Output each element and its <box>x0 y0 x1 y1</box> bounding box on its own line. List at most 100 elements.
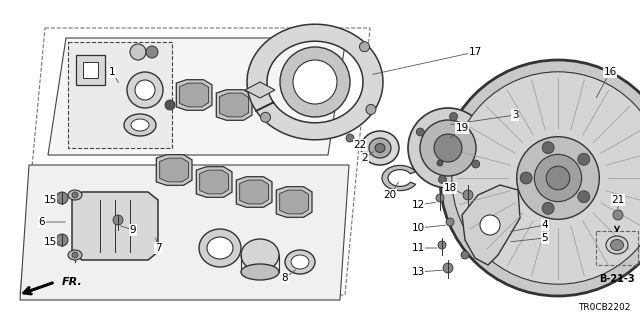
Circle shape <box>293 60 337 104</box>
Text: 7: 7 <box>155 243 161 253</box>
Ellipse shape <box>375 143 385 153</box>
Text: FR.: FR. <box>62 277 83 287</box>
Text: 19: 19 <box>456 123 468 133</box>
Circle shape <box>346 134 354 142</box>
Ellipse shape <box>68 190 82 200</box>
Polygon shape <box>72 192 158 260</box>
Text: 4: 4 <box>541 220 548 230</box>
Text: 13: 13 <box>412 267 424 277</box>
Circle shape <box>449 113 458 121</box>
Circle shape <box>280 47 350 117</box>
Circle shape <box>408 108 488 188</box>
Text: 16: 16 <box>604 67 616 77</box>
Circle shape <box>56 192 68 204</box>
Ellipse shape <box>611 239 623 251</box>
Circle shape <box>578 191 590 203</box>
Ellipse shape <box>369 138 391 158</box>
Text: B-21-3: B-21-3 <box>599 274 635 284</box>
Text: 22: 22 <box>353 140 367 150</box>
Circle shape <box>72 252 78 258</box>
Circle shape <box>446 218 454 226</box>
Text: 15: 15 <box>44 195 56 205</box>
Text: 17: 17 <box>468 47 482 57</box>
Text: 15: 15 <box>44 237 56 247</box>
Polygon shape <box>247 24 383 140</box>
Text: 20: 20 <box>383 190 397 200</box>
Polygon shape <box>196 167 232 197</box>
Ellipse shape <box>241 264 279 280</box>
Text: 6: 6 <box>38 217 45 227</box>
Text: 9: 9 <box>130 225 136 235</box>
Circle shape <box>135 80 155 100</box>
Circle shape <box>56 234 68 246</box>
Text: 18: 18 <box>444 183 456 193</box>
Ellipse shape <box>361 131 399 165</box>
Circle shape <box>480 215 500 235</box>
Text: 10: 10 <box>412 223 424 233</box>
Polygon shape <box>160 158 189 182</box>
Ellipse shape <box>68 250 82 260</box>
Ellipse shape <box>241 239 279 271</box>
Ellipse shape <box>199 229 241 267</box>
Circle shape <box>463 190 473 200</box>
Circle shape <box>440 60 640 296</box>
Circle shape <box>127 72 163 108</box>
Polygon shape <box>236 177 272 207</box>
Polygon shape <box>83 62 98 78</box>
Polygon shape <box>276 187 312 217</box>
Circle shape <box>438 175 447 183</box>
Circle shape <box>165 100 175 110</box>
Text: TR0CB2202: TR0CB2202 <box>578 303 630 312</box>
Circle shape <box>438 241 446 249</box>
Text: 3: 3 <box>512 110 518 120</box>
Circle shape <box>366 104 376 115</box>
Text: 12: 12 <box>412 200 424 210</box>
Circle shape <box>542 142 554 154</box>
Text: 2: 2 <box>362 153 368 163</box>
Polygon shape <box>216 90 252 120</box>
Circle shape <box>416 128 424 136</box>
Circle shape <box>436 194 444 202</box>
Polygon shape <box>48 38 346 155</box>
Text: 8: 8 <box>282 273 288 283</box>
Circle shape <box>360 42 369 52</box>
Circle shape <box>260 112 271 122</box>
Polygon shape <box>220 93 248 117</box>
Polygon shape <box>240 180 269 204</box>
Circle shape <box>452 72 640 284</box>
Polygon shape <box>76 55 105 85</box>
Ellipse shape <box>285 250 315 274</box>
Polygon shape <box>20 165 349 300</box>
Circle shape <box>578 153 590 165</box>
Ellipse shape <box>207 237 233 259</box>
Polygon shape <box>180 83 209 107</box>
Ellipse shape <box>606 236 628 254</box>
Circle shape <box>472 160 480 168</box>
Polygon shape <box>245 82 275 98</box>
Circle shape <box>534 155 582 202</box>
Polygon shape <box>156 155 192 185</box>
Circle shape <box>72 192 78 198</box>
Circle shape <box>130 44 146 60</box>
Circle shape <box>546 166 570 190</box>
Polygon shape <box>200 170 228 194</box>
Ellipse shape <box>291 255 309 269</box>
Circle shape <box>516 137 599 219</box>
Polygon shape <box>20 28 370 295</box>
Circle shape <box>420 120 476 176</box>
Text: 5: 5 <box>541 233 548 243</box>
Polygon shape <box>68 42 172 148</box>
Circle shape <box>461 251 469 259</box>
Circle shape <box>434 134 462 162</box>
Circle shape <box>146 46 158 58</box>
Text: 1: 1 <box>109 67 115 77</box>
Circle shape <box>520 172 532 184</box>
Text: 11: 11 <box>412 243 424 253</box>
Text: 21: 21 <box>611 195 625 205</box>
Polygon shape <box>280 190 308 214</box>
Circle shape <box>113 215 123 225</box>
Polygon shape <box>176 80 212 110</box>
Ellipse shape <box>131 119 149 131</box>
Circle shape <box>542 202 554 214</box>
Circle shape <box>443 263 453 273</box>
